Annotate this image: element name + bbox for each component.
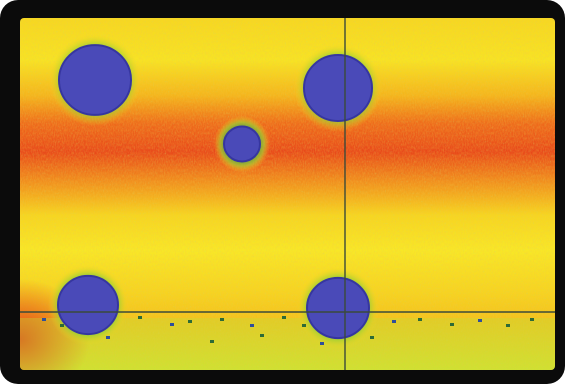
spot-group bbox=[48, 34, 382, 349]
speck bbox=[106, 336, 110, 339]
speck bbox=[418, 318, 422, 321]
speck bbox=[450, 323, 454, 326]
speck bbox=[302, 324, 306, 327]
speck bbox=[282, 316, 286, 319]
speck bbox=[320, 342, 324, 345]
speck bbox=[188, 320, 192, 323]
speck bbox=[392, 320, 396, 323]
speck bbox=[210, 340, 214, 343]
spot-bottom-right bbox=[306, 276, 370, 340]
spot-bottom-left bbox=[57, 274, 119, 336]
speck bbox=[250, 324, 254, 327]
speck bbox=[170, 323, 174, 326]
speck bbox=[370, 336, 374, 339]
speck bbox=[478, 319, 482, 322]
thermal-viewport bbox=[20, 18, 555, 370]
speck bbox=[60, 324, 64, 327]
spot-center-small bbox=[223, 125, 261, 163]
speck bbox=[530, 318, 534, 321]
spot-top-right bbox=[303, 54, 373, 122]
dot-row bbox=[42, 316, 534, 345]
speck bbox=[138, 316, 142, 319]
spot-top-left bbox=[58, 44, 132, 116]
speck bbox=[220, 318, 224, 321]
speck bbox=[260, 334, 264, 337]
speck bbox=[42, 318, 46, 321]
speck bbox=[506, 324, 510, 327]
heatmap-canvas bbox=[20, 18, 555, 370]
